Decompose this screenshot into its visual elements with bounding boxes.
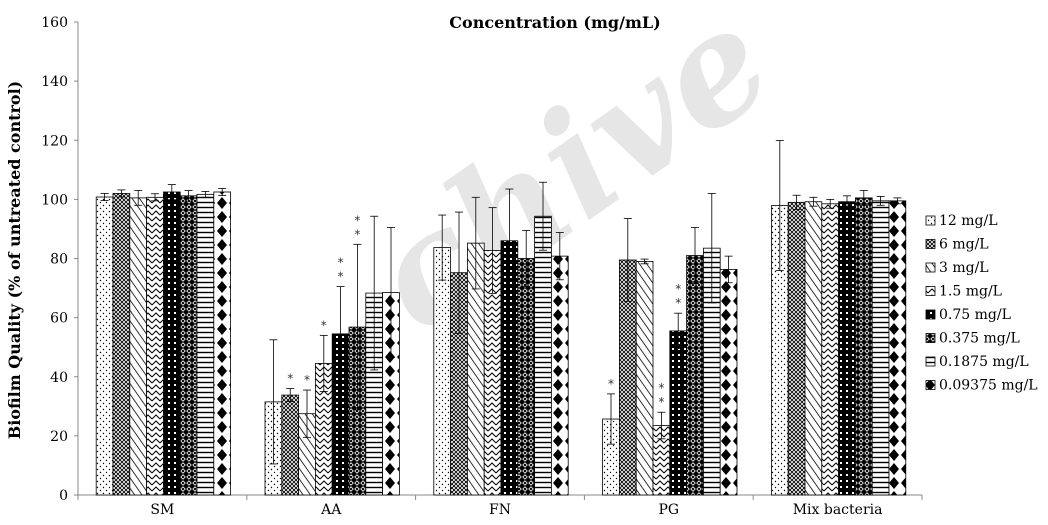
bar [551, 255, 569, 496]
y-tick-label: 100 [41, 192, 68, 208]
bar [179, 195, 198, 496]
bar [821, 203, 839, 496]
legend-swatch [925, 356, 936, 367]
bar [517, 258, 535, 496]
legend-label: 1.5 mg/L [939, 284, 1002, 300]
bar [433, 247, 451, 496]
y-tick-label: 160 [41, 15, 68, 31]
significance-marker: * [338, 270, 344, 284]
x-tick-label: Mix bacteria [793, 502, 883, 518]
bar [686, 255, 704, 496]
y-tick-label: 20 [50, 429, 68, 445]
x-tick-label: SM [150, 502, 174, 518]
bar [162, 191, 181, 496]
significance-marker: * [354, 213, 360, 227]
significance-marker: * [675, 296, 681, 310]
bar [787, 201, 806, 496]
bar [635, 261, 654, 496]
y-tick-label: 120 [41, 133, 68, 149]
chart-title: Concentration (mg/mL) [449, 13, 660, 32]
x-tick-label: FN [489, 502, 511, 518]
bar [95, 196, 114, 496]
legend-swatch [925, 239, 936, 249]
bar [888, 200, 907, 496]
bar [213, 191, 232, 496]
y-tick-label: 60 [50, 311, 68, 327]
y-tick-label: 80 [50, 252, 68, 268]
bars: * ******* **** [95, 140, 907, 496]
significance-marker: * [608, 377, 614, 391]
legend-swatch [925, 380, 936, 390]
bar [669, 330, 687, 496]
bar [871, 200, 890, 496]
bar [719, 269, 738, 496]
x-tick-label: PG [658, 502, 679, 518]
legend-label: 6 mg/L [939, 237, 989, 253]
legend: 12 mg/L 6 mg/L 3 mg/L 1.5 mg/L 0.75 mg/L 0.37… [925, 213, 1038, 394]
significance-marker: * [354, 227, 360, 241]
legend-swatch [925, 262, 936, 273]
bar [534, 215, 552, 496]
legend-label: 3 mg/L [939, 260, 989, 276]
x-tick-label: AA [320, 502, 342, 518]
significance-marker: * [658, 395, 664, 409]
bar [129, 197, 148, 496]
bar [838, 201, 856, 496]
bar [804, 201, 823, 496]
bar [196, 193, 215, 496]
bar [855, 197, 873, 496]
y-tick-label: 40 [50, 370, 68, 386]
legend-label: 0.375 mg/L [939, 331, 1020, 347]
significance-marker: * [287, 372, 293, 386]
significance-marker: * [675, 282, 681, 296]
legend-label: 0.09375 mg/L [939, 378, 1038, 394]
legend-label: 0.1875 mg/L [939, 354, 1029, 370]
significance-marker: * [321, 318, 327, 332]
bar [281, 394, 299, 496]
legend-label: 0.75 mg/L [939, 307, 1011, 323]
significance-marker: * [338, 256, 344, 270]
bar [112, 193, 131, 496]
legend-label: 12 mg/L [939, 213, 998, 229]
significance-marker: * [304, 373, 310, 387]
legend-swatch [925, 333, 936, 343]
legend-swatch [925, 309, 936, 320]
y-axis-title: Biofilm Quality (% of untreated control) [5, 81, 24, 439]
legend-swatch [925, 286, 936, 296]
significance-marker: * [658, 381, 664, 395]
legend-swatch [925, 215, 936, 226]
bar [146, 196, 164, 496]
y-tick-label: 140 [41, 74, 68, 90]
y-tick-label: 0 [59, 488, 68, 504]
